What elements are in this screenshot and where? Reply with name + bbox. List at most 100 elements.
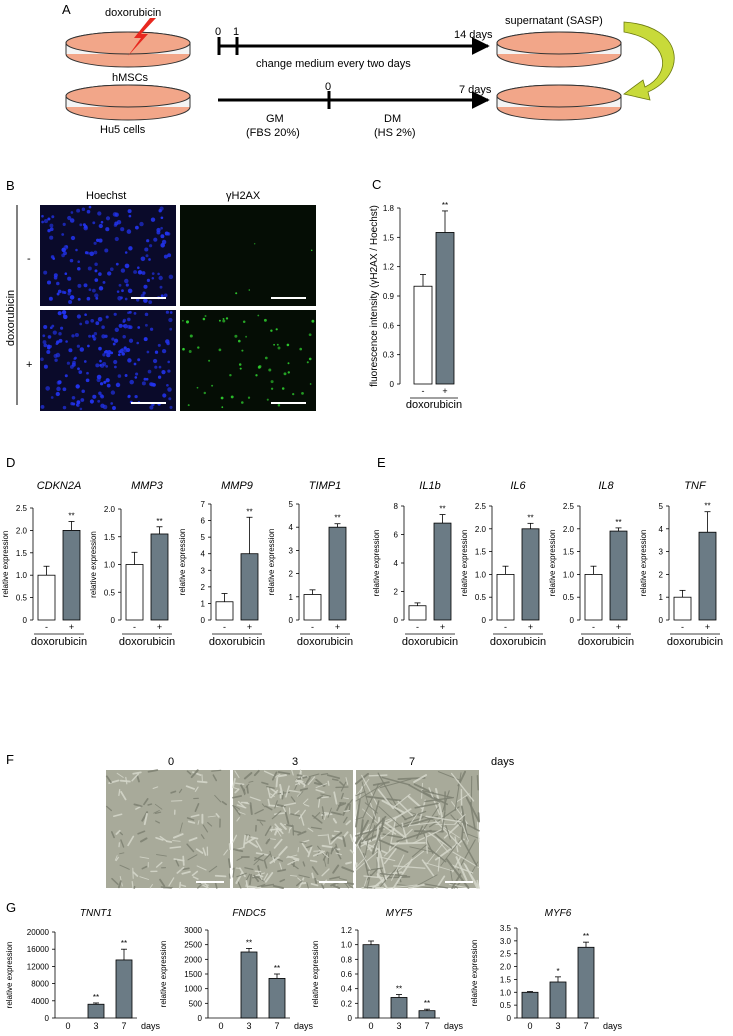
bar [673, 596, 692, 621]
y-tick-label: 20000 [27, 928, 50, 937]
category-label: + [528, 622, 533, 632]
micrograph-hoechst-minus [40, 205, 176, 306]
label-doxorubicin-a: doxorubicin [105, 7, 161, 19]
category-label: - [311, 622, 314, 632]
y-tick-label: 0 [482, 616, 487, 625]
y-tick-label: 1 [659, 593, 664, 602]
x-axis-label: doxorubicin [119, 636, 175, 648]
tick-label-1: 1 [233, 26, 239, 38]
y-tick-label: 4 [289, 523, 294, 532]
y-tick-label: 1 [289, 593, 294, 602]
y-tick-label: 6 [394, 531, 399, 540]
doxorubicin-bolt-icon [128, 18, 156, 56]
chart-title: MMP3 [131, 480, 164, 492]
y-tick-label: 2.0 [563, 525, 575, 534]
category-label: - [592, 622, 595, 632]
significance-label: ** [442, 201, 448, 210]
bar [215, 601, 234, 621]
y-tick-label: 2.5 [16, 504, 28, 513]
bar [87, 1003, 105, 1019]
label-7-days: 7 days [459, 84, 492, 96]
bar [609, 530, 628, 621]
y-tick-label: 0.9 [383, 292, 395, 301]
label-hmscs: hMSCs [112, 72, 149, 84]
panel-letter-f: F [6, 752, 14, 767]
y-tick-label: 1.5 [383, 233, 395, 242]
category-label: 7 [121, 1021, 126, 1031]
y-tick-label: 0.5 [563, 593, 575, 602]
y-tick-label: 0 [659, 616, 664, 625]
chart-g2: 0 500 1000 1500 2000 2500 3000 relative express… [159, 908, 314, 1031]
bar [115, 959, 133, 1019]
transfer-arrow-icon [623, 21, 675, 101]
y-tick-label: 0 [201, 616, 206, 625]
category-label: - [504, 622, 507, 632]
category-label: 0 [527, 1021, 532, 1031]
y-tick-label: 0 [45, 1014, 50, 1023]
y-tick-label: 4 [394, 559, 399, 568]
label-days: days [491, 756, 515, 768]
dish-dm [496, 84, 622, 121]
panel-letter-g: G [6, 900, 16, 915]
y-axis-label: relative expression [1, 531, 10, 598]
y-tick-label: 0.6 [341, 970, 353, 979]
y-tick-label: 1.5 [500, 975, 512, 984]
category-label: 7 [424, 1021, 429, 1031]
x-axis-label: doxorubicin [578, 636, 634, 648]
bar [62, 530, 81, 621]
bar [577, 946, 595, 1019]
significance-label: ** [527, 513, 533, 522]
y-tick-label: 2500 [184, 941, 202, 950]
dish-hu5 [65, 84, 191, 121]
significance-label: ** [274, 964, 280, 973]
y-tick-label: 5 [659, 502, 664, 511]
y-tick-label: 0.2 [341, 999, 353, 1008]
label-change-medium: change medium every two days [256, 58, 411, 70]
significance-label: ** [334, 514, 340, 523]
y-tick-label: 2 [201, 583, 206, 592]
label-dm: DM [384, 113, 401, 125]
y-tick-label: 500 [189, 999, 203, 1008]
y-tick-label: 5 [289, 500, 294, 509]
label-supernatant: supernatant (SASP) [505, 15, 603, 27]
y-tick-label: 2000 [184, 955, 202, 964]
y-tick-label: 3000 [184, 926, 202, 935]
micrograph-grid [40, 205, 316, 411]
category-label: 3 [93, 1021, 98, 1031]
significance-label: ** [704, 502, 710, 511]
category-label: 7 [274, 1021, 279, 1031]
significance-label: ** [439, 505, 445, 514]
phase-day-3 [232, 769, 354, 889]
y-tick-label: 1.0 [341, 941, 353, 950]
y-tick-label: 12000 [27, 962, 50, 971]
y-tick-label: 1500 [184, 970, 202, 979]
y-tick-label: 0.5 [104, 588, 116, 597]
x-axis-label: days [141, 1021, 161, 1031]
chart-title: TNNT1 [80, 908, 112, 919]
y-tick-label: 0.3 [383, 351, 395, 360]
y-tick-label: 0 [394, 616, 399, 625]
y-tick-label: 8 [394, 502, 399, 511]
y-tick-label: 1.5 [16, 549, 28, 558]
bar [268, 978, 286, 1019]
y-tick-label: 0.5 [500, 1001, 512, 1010]
y-tick-label: 2 [659, 570, 664, 579]
y-tick-label: 2 [289, 570, 294, 579]
y-tick-label: 1.0 [500, 988, 512, 997]
y-tick-label: 5 [201, 533, 206, 542]
category-label: 7 [583, 1021, 588, 1031]
micrograph-h2ax-minus [180, 205, 316, 306]
chart-g1: 0 4000 8000 12000 16000 20000 relative express… [5, 908, 161, 1031]
x-axis-label: days [294, 1021, 314, 1031]
bar [303, 594, 322, 621]
bar [698, 531, 717, 621]
y-tick-label: 0 [289, 616, 294, 625]
y-tick-label: 2.5 [563, 502, 575, 511]
significance-label: ** [121, 939, 127, 948]
y-tick-label: 0 [570, 616, 575, 625]
phase-contrast-grid [105, 769, 480, 889]
y-tick-label: 0 [348, 1014, 353, 1023]
bar [362, 944, 380, 1019]
bar [496, 574, 515, 621]
